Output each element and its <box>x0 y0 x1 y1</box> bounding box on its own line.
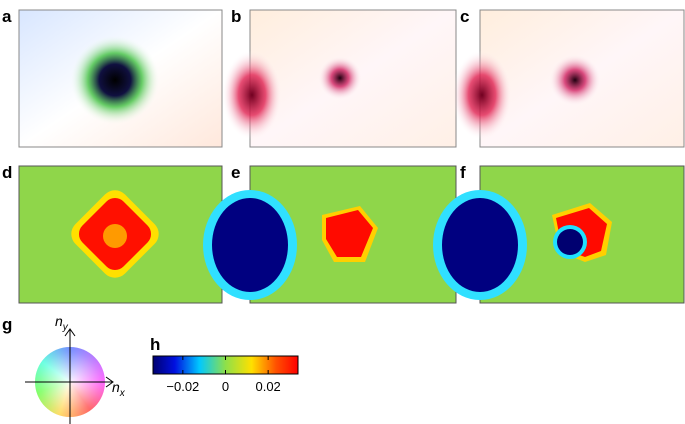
panel-label: h <box>150 335 160 354</box>
panel-images <box>18 9 685 304</box>
arrow <box>105 376 114 388</box>
edge <box>452 50 512 140</box>
edge <box>222 50 282 140</box>
domain <box>442 198 518 292</box>
ring-center <box>103 224 127 248</box>
x-axis-label: nx <box>112 379 126 399</box>
tick-label: 0 <box>222 379 229 394</box>
y-axis-label: ny <box>55 313 69 333</box>
arrow <box>64 328 76 337</box>
vortex <box>549 54 601 106</box>
panel-label: g <box>2 315 12 334</box>
tick-label: 0.02 <box>255 379 280 394</box>
vortex <box>70 35 160 125</box>
tick-label: −0.02 <box>166 379 199 394</box>
vortex <box>318 56 362 100</box>
hole <box>557 229 583 255</box>
panel-label: c <box>460 7 469 26</box>
panel-label: e <box>231 163 240 182</box>
colorbar-ticks: −0.02 0 0.02 <box>166 356 281 394</box>
blob <box>326 210 373 257</box>
panel-label: a <box>2 7 12 26</box>
panel-label: f <box>460 163 466 182</box>
panel-label: d <box>2 163 12 182</box>
domain <box>212 198 288 292</box>
panel-label: b <box>231 7 241 26</box>
